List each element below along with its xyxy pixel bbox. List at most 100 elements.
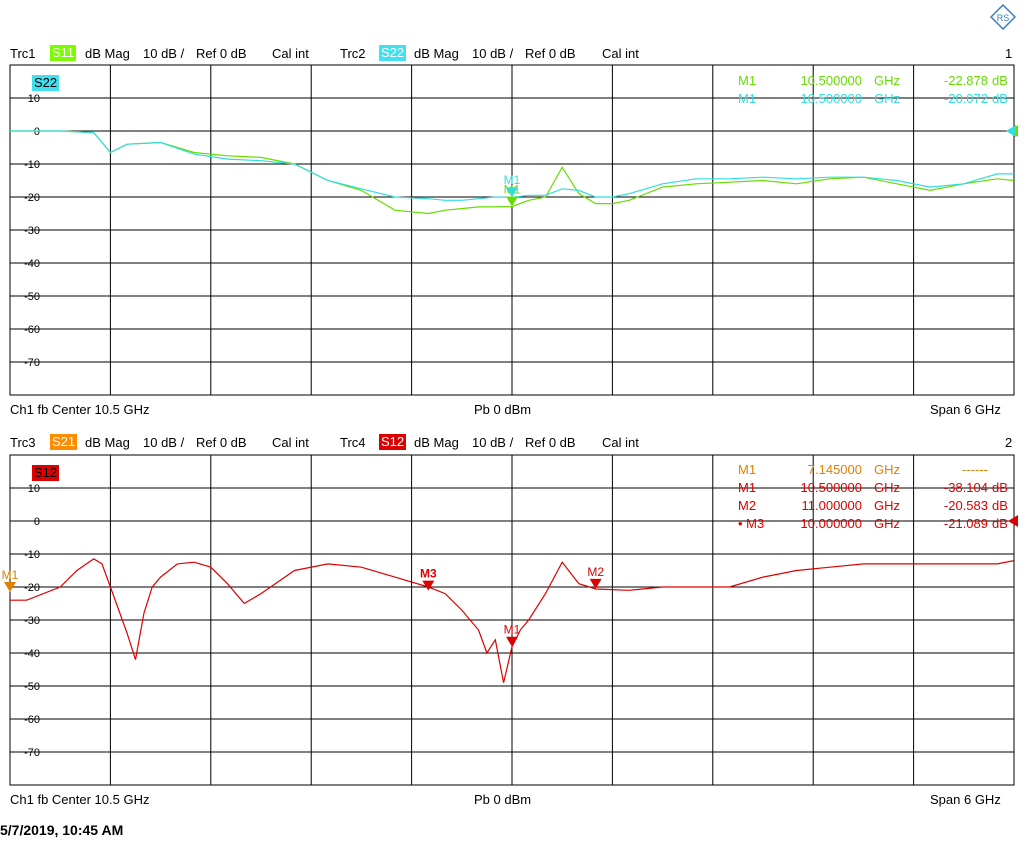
marker-label: M2 (587, 565, 604, 579)
marker-table-value: -20.583 (943, 498, 988, 513)
marker-table-freq: 7.145000 (807, 462, 862, 477)
y-tick-label: -20 (24, 582, 40, 594)
marker-table-name: M2 (738, 498, 757, 513)
trace-label-trc4[interactable]: Trc4 (340, 435, 366, 450)
marker-m3-triangle[interactable] (422, 580, 435, 591)
param-tag-s22[interactable]: S22 (379, 45, 407, 61)
y-tick-label: -40 (24, 258, 40, 270)
y-tick-label: -50 (24, 681, 40, 693)
marker-table-freq: 10.000000 (800, 516, 862, 531)
cal-label[interactable]: Cal int (272, 46, 309, 61)
format-label[interactable]: dB Mag (85, 46, 130, 61)
marker-table-freq: 11.000000 (801, 498, 863, 513)
marker-table-freq: 10.500000 (800, 73, 862, 88)
timestamp: 5/7/2019, 10:45 AM (0, 822, 124, 838)
rohde-schwarz-logo: RS (989, 3, 1017, 31)
marker-table-vunit: dB (992, 480, 1008, 495)
marker-table-value: ------ (962, 462, 988, 477)
marker-table-value: -38.104 (943, 480, 988, 495)
y-tick-label: -60 (24, 324, 40, 336)
reference-level-marker[interactable] (1008, 515, 1018, 527)
channel-footer-span: Span 6 GHz (930, 792, 1001, 807)
marker-m1-triangle[interactable] (4, 581, 16, 592)
window-number: 2 (1005, 435, 1013, 450)
ref-label[interactable]: Ref 0 dB (525, 435, 576, 450)
active-trace-tag[interactable]: S12 (32, 465, 60, 481)
marker-table-vunit: dB (992, 516, 1008, 531)
y-tick-label: -70 (24, 357, 40, 369)
scale-label[interactable]: 10 dB / (143, 46, 185, 61)
channel-footer-left: Ch1 fb Center 10.5 GHz (10, 402, 150, 417)
marker-table-unit: GHz (874, 498, 900, 513)
marker-table-name: M1 (738, 480, 757, 495)
ref-label[interactable]: Ref 0 dB (196, 46, 247, 61)
y-tick-label: -10 (24, 159, 40, 171)
active-trace-tag[interactable]: S22 (32, 75, 60, 91)
scale-label[interactable]: 10 dB / (143, 435, 185, 450)
marker-table-value: -22.878 (943, 73, 988, 88)
ref-label[interactable]: Ref 0 dB (196, 435, 247, 450)
marker-table-freq: 10.500000 (800, 480, 862, 495)
y-tick-label: -60 (24, 714, 40, 726)
format-label[interactable]: dB Mag (414, 46, 459, 61)
s-parameter-plot-2[interactable]: 10 0 -10 -20 -30 -40 -50 -60 -70 M1 M1 M2 M3 (0, 450, 1024, 790)
format-label[interactable]: dB Mag (85, 435, 130, 450)
marker-table-unit: GHz (874, 516, 900, 531)
y-tick-label: -70 (24, 747, 40, 759)
window-number: 1 (1005, 46, 1013, 61)
trace-label-trc3[interactable]: Trc3 (10, 435, 36, 450)
param-tag-s21[interactable]: S21 (50, 434, 78, 450)
marker-m1-triangle[interactable] (506, 196, 518, 207)
svg-text:RS: RS (997, 13, 1010, 23)
channel-footer-span: Span 6 GHz (930, 402, 1001, 417)
scale-label[interactable]: 10 dB / (472, 435, 514, 450)
marker-table-value: -21.089 (943, 516, 988, 531)
marker-table-name: • M3 (738, 516, 765, 531)
marker-table-unit: GHz (874, 480, 900, 495)
s-parameter-plot-1[interactable]: 10 0 -10 -20 -30 -40 -50 -60 -70 M1 M1 (0, 60, 1024, 400)
channel-footer-left: Ch1 fb Center 10.5 GHz (10, 792, 150, 807)
y-tick-label: 0 (34, 126, 40, 138)
marker-table-vunit: dB (992, 498, 1008, 513)
y-tick-label: -20 (24, 192, 40, 204)
y-tick-label: 10 (28, 93, 40, 105)
cal-label[interactable]: Cal int (602, 46, 639, 61)
param-tag-s11[interactable]: S11 (50, 45, 77, 61)
y-tick-label: -10 (24, 549, 40, 561)
reference-level-marker[interactable] (1006, 125, 1016, 137)
ref-label[interactable]: Ref 0 dB (525, 46, 576, 61)
marker-table-name: M1 (738, 73, 757, 88)
marker-label: M1 (504, 173, 521, 187)
marker-label: M1 (2, 568, 19, 582)
marker-table-freq: 10.500000 (800, 91, 862, 106)
scale-label[interactable]: 10 dB / (472, 46, 514, 61)
param-tag-s12[interactable]: S12 (379, 434, 407, 450)
cal-label[interactable]: Cal int (272, 435, 309, 450)
y-tick-label: 10 (28, 483, 40, 495)
marker-m1-triangle[interactable] (506, 187, 518, 198)
marker-table-value: -20.072 (943, 91, 988, 106)
y-tick-label: 0 (34, 516, 40, 528)
marker-table-unit: GHz (874, 462, 900, 477)
marker-m1-triangle[interactable] (506, 636, 518, 647)
y-tick-label: -30 (24, 225, 40, 237)
trace-label-trc2[interactable]: Trc2 (340, 46, 366, 61)
marker-label: M1 (504, 623, 521, 637)
marker-table-unit: GHz (874, 73, 900, 88)
y-tick-label: -50 (24, 291, 40, 303)
y-tick-label: -30 (24, 615, 40, 627)
marker-m2-triangle[interactable] (589, 578, 602, 589)
marker-table-name: M1 (738, 91, 757, 106)
trace-label-trc1[interactable]: Trc1 (10, 46, 36, 61)
y-tick-label: -40 (24, 648, 40, 660)
marker-table-name: M1 (738, 462, 757, 477)
cal-label[interactable]: Cal int (602, 435, 639, 450)
marker-table-vunit: dB (992, 73, 1008, 88)
channel-footer-power: Pb 0 dBm (474, 792, 532, 807)
series-line-s12 (10, 558, 1015, 683)
marker-table-vunit: dB (992, 91, 1008, 106)
format-label[interactable]: dB Mag (414, 435, 459, 450)
marker-label: M3 (420, 567, 437, 581)
channel-footer-power: Pb 0 dBm (474, 402, 532, 417)
marker-table-unit: GHz (874, 91, 900, 106)
